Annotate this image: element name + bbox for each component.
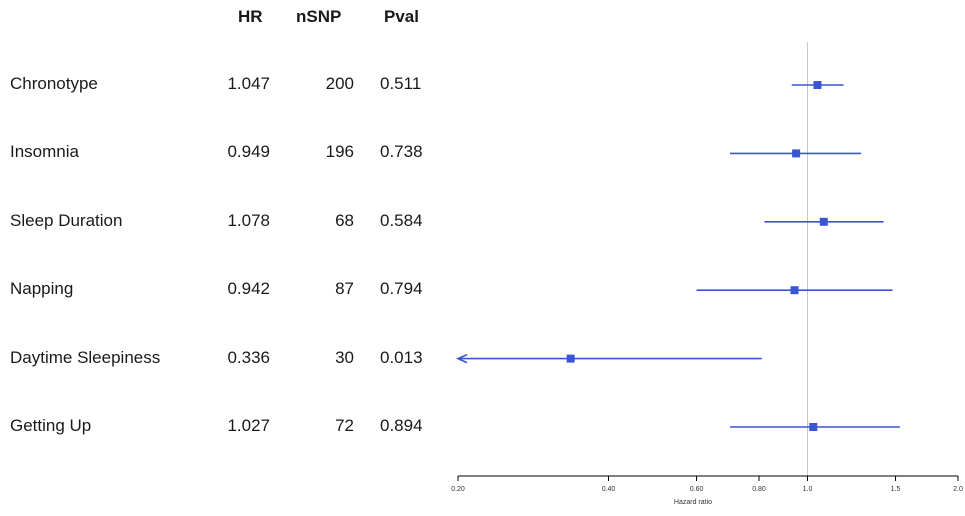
x-tick-label: 0.20 bbox=[451, 486, 465, 493]
x-tick-label: 1.5 bbox=[891, 486, 901, 493]
row-nsnp-value: 196 bbox=[325, 142, 354, 162]
row-hr-value: 0.942 bbox=[227, 279, 270, 299]
row-hr-value: 1.078 bbox=[227, 210, 270, 230]
row-label: Chronotype bbox=[10, 74, 98, 93]
row-label: Sleep Duration bbox=[10, 210, 123, 230]
row-nsnp-value: 30 bbox=[335, 347, 354, 367]
row-nsnp-value: 87 bbox=[335, 279, 354, 299]
row-label: Daytime Sleepiness bbox=[10, 347, 161, 367]
row-pval-value: 0.794 bbox=[380, 279, 423, 299]
row-pval-value: 0.584 bbox=[380, 210, 423, 230]
row-pval-value: 0.738 bbox=[380, 142, 423, 162]
header-hr: HR bbox=[238, 7, 263, 26]
row-label: Getting Up bbox=[10, 416, 92, 435]
row-hr-value: 0.336 bbox=[227, 347, 270, 367]
row-pval-value: 0.013 bbox=[380, 347, 423, 367]
header-pval: Pval bbox=[384, 7, 419, 26]
row-hr-value: 0.949 bbox=[227, 142, 270, 162]
row-pval-value: 0.511 bbox=[380, 74, 422, 93]
point-estimate bbox=[819, 217, 828, 226]
row-hr-value: 1.047 bbox=[227, 74, 270, 93]
x-tick-label: 2.0 bbox=[953, 486, 963, 493]
x-tick-label: 1.0 bbox=[803, 486, 813, 493]
row-label: Napping bbox=[10, 279, 74, 299]
row-label: Insomnia bbox=[10, 142, 79, 162]
point-estimate bbox=[566, 354, 575, 363]
header-nsnp: nSNP bbox=[296, 7, 342, 26]
point-estimate bbox=[792, 149, 801, 158]
point-estimate bbox=[813, 81, 822, 89]
x-axis-title: Hazard ratio bbox=[674, 499, 712, 506]
point-estimate bbox=[790, 286, 799, 295]
row-hr-value: 1.027 bbox=[227, 416, 270, 435]
x-tick-label: 0.60 bbox=[690, 486, 704, 493]
row-nsnp-value: 200 bbox=[325, 74, 354, 93]
x-tick-label: 0.40 bbox=[602, 486, 616, 493]
point-estimate bbox=[809, 423, 818, 431]
ci-truncation-arrow bbox=[456, 353, 468, 364]
row-nsnp-value: 68 bbox=[335, 210, 354, 230]
row-pval-value: 0.894 bbox=[380, 416, 423, 435]
row-nsnp-value: 72 bbox=[335, 416, 354, 435]
x-tick-label: 0.80 bbox=[752, 486, 766, 493]
